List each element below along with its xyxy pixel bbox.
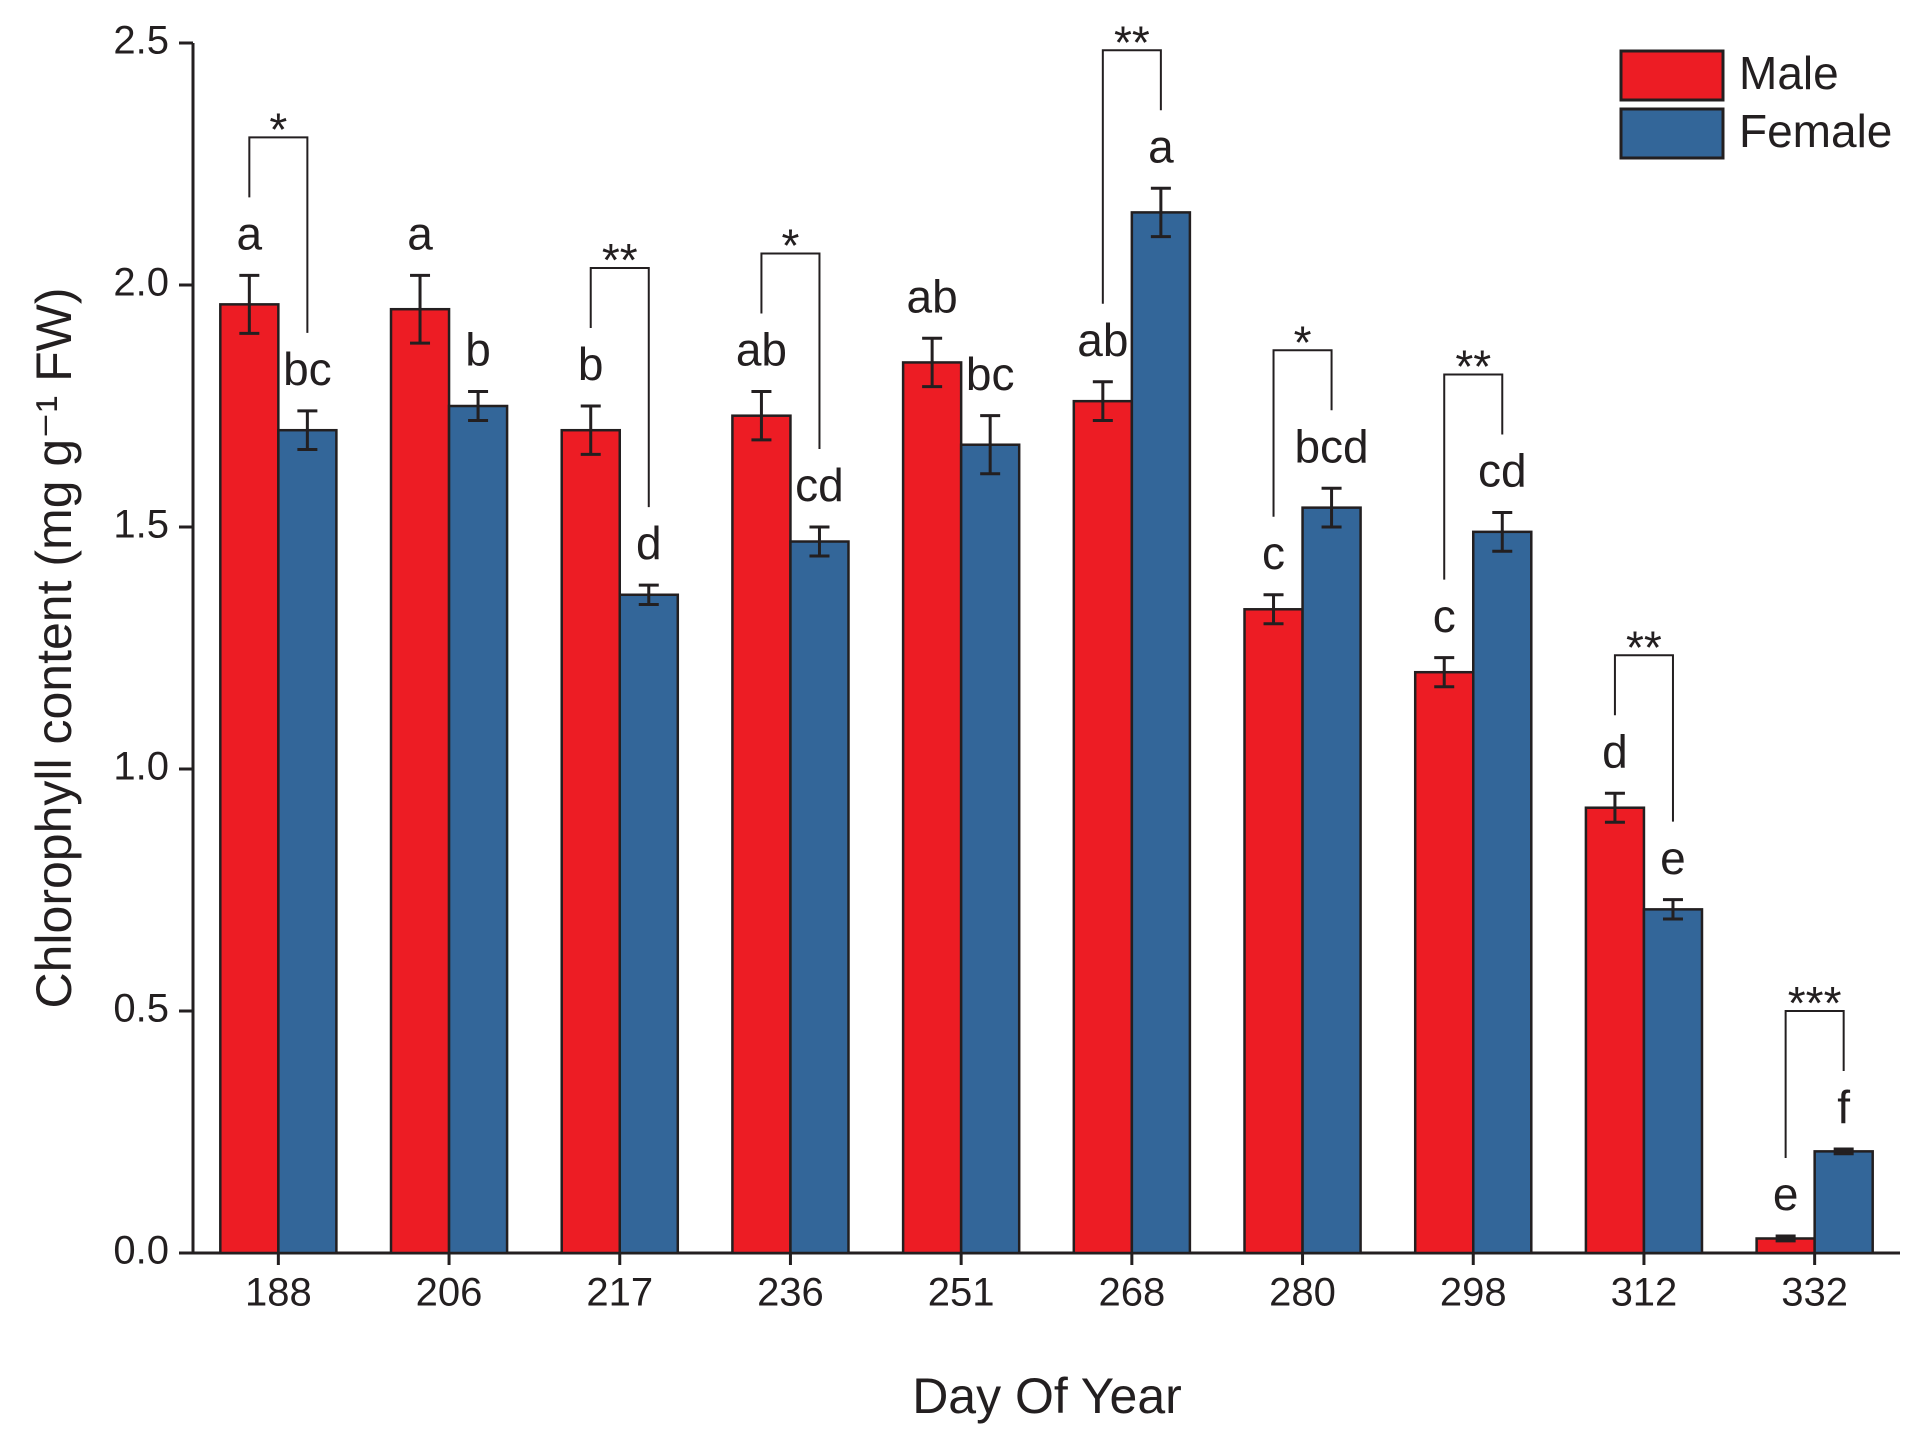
y-tick-label: 0.0: [113, 1229, 169, 1273]
bar: [447, 404, 509, 1255]
y-axis-label: Chlorophyll content (mg g⁻¹ FW): [26, 287, 82, 1008]
bar: [560, 428, 621, 1255]
bar: [1642, 908, 1704, 1255]
significance-letter: ab: [1077, 314, 1128, 366]
error-bar: [297, 409, 318, 452]
significance-stars: **: [1114, 16, 1150, 68]
error-bar: [239, 273, 260, 335]
significance-stars: **: [1626, 621, 1662, 673]
error-bar: [980, 414, 1001, 476]
legend-swatch: [1619, 49, 1725, 102]
bar: [389, 307, 451, 1255]
significance-letter: ab: [907, 270, 958, 322]
significance-letter: bc: [966, 348, 1015, 400]
significance-letter: d: [1602, 725, 1628, 777]
bar: [1243, 608, 1304, 1255]
x-tick-label: 188: [245, 1271, 312, 1315]
bar: [1130, 211, 1192, 1255]
bar: [1472, 530, 1533, 1255]
y-tick-label: 0.5: [113, 987, 169, 1031]
x-tick-label: 206: [416, 1271, 483, 1315]
error-bar: [1263, 593, 1284, 626]
bar: [219, 303, 280, 1255]
error-bar: [580, 404, 601, 456]
significance-bracket: [1613, 654, 1674, 822]
error-bar: [1662, 898, 1683, 921]
error-bar: [1775, 1234, 1796, 1243]
bar: [731, 414, 792, 1255]
significance-bracket: [1784, 1009, 1845, 1159]
significance-letter: e: [1660, 832, 1686, 884]
x-tick-label: 312: [1611, 1271, 1678, 1315]
error-bar: [468, 389, 489, 423]
legend-swatch: [1619, 107, 1725, 160]
legend-label: Female: [1739, 105, 1892, 157]
error-bar: [922, 336, 943, 389]
bar: [959, 443, 1021, 1255]
legend-label: Male: [1739, 47, 1839, 99]
significance-letter: d: [636, 517, 662, 569]
significance-bracket: [760, 252, 821, 449]
significance-letter: c: [1262, 527, 1285, 579]
bar: [901, 361, 963, 1255]
significance-letter: f: [1837, 1081, 1850, 1133]
error-bar: [1092, 380, 1113, 423]
x-tick-label: 236: [757, 1271, 824, 1315]
bar: [277, 428, 338, 1255]
significance-stars: **: [1455, 341, 1491, 393]
x-tick-label: 298: [1440, 1271, 1507, 1315]
significance-letter: c: [1433, 590, 1456, 642]
significance-letter: e: [1773, 1168, 1799, 1220]
error-bar: [809, 525, 830, 558]
error-bar: [1434, 656, 1455, 689]
significance-letter: cd: [1478, 445, 1527, 497]
error-bar: [410, 273, 431, 345]
bar: [618, 593, 680, 1255]
significance-bracket: [1443, 373, 1504, 580]
x-axis-label: Day Of Year: [912, 1368, 1182, 1424]
significance-letter: b: [465, 324, 491, 376]
error-bar: [1492, 510, 1513, 553]
error-bar: [1833, 1147, 1854, 1156]
significance-letter: a: [407, 207, 433, 259]
significance-letter: bcd: [1294, 420, 1368, 472]
x-tick-label: 251: [928, 1271, 995, 1315]
bar: [1301, 506, 1362, 1255]
y-tick-label: 2.0: [113, 261, 169, 305]
error-bar: [638, 583, 659, 606]
significance-letter: cd: [795, 459, 844, 511]
significance-bracket: [1272, 349, 1333, 517]
significance-stars: ***: [1788, 977, 1842, 1029]
x-tick-label: 268: [1098, 1271, 1165, 1315]
error-bar: [1604, 791, 1625, 824]
bar: [1584, 806, 1646, 1255]
y-tick-label: 1.0: [113, 745, 169, 789]
x-tick-label: 217: [586, 1271, 653, 1315]
error-bar: [1321, 486, 1342, 529]
y-tick-label: 1.5: [113, 503, 169, 547]
bar: [1072, 399, 1134, 1255]
significance-bracket: [1101, 49, 1162, 304]
significance-stars: *: [1294, 316, 1312, 368]
x-tick-label: 332: [1781, 1271, 1848, 1315]
significance-stars: *: [781, 220, 799, 272]
bar: [1813, 1150, 1874, 1255]
bar: [789, 540, 850, 1255]
significance-stars: **: [602, 234, 638, 286]
error-bar: [1150, 186, 1171, 239]
significance-stars: *: [269, 103, 287, 155]
significance-bracket: [248, 136, 309, 333]
y-tick-label: 2.5: [113, 19, 169, 63]
x-tick-label: 280: [1269, 1271, 1336, 1315]
bar: [1413, 670, 1475, 1255]
significance-letter: a: [1148, 120, 1174, 172]
significance-letter: bc: [283, 343, 332, 395]
error-bar: [751, 389, 772, 442]
significance-letter: a: [237, 207, 263, 259]
significance-bracket: [589, 267, 650, 508]
significance-letter: ab: [736, 324, 787, 376]
significance-letter: b: [578, 338, 604, 390]
